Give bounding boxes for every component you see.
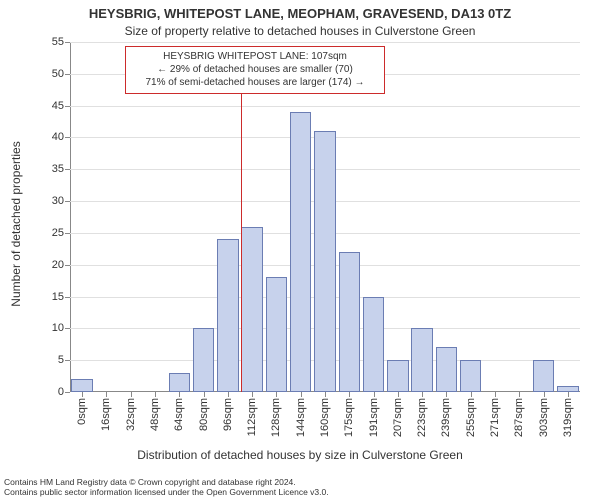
ytick-label: 25 [34,227,64,239]
x-axis-label: Distribution of detached houses by size … [0,448,600,462]
xtick-label: 223sqm [416,398,428,448]
ytick-mark [65,297,70,298]
footer-line1: Contains HM Land Registry data © Crown c… [4,477,329,488]
xtick-label: 255sqm [465,398,477,448]
xtick-label: 0sqm [76,398,88,448]
xtick-label: 48sqm [149,398,161,448]
xtick-mark [276,392,277,397]
histogram-bar [241,227,262,392]
ytick-mark [65,360,70,361]
xtick-mark [544,392,545,397]
xtick-label: 191sqm [368,398,380,448]
ytick-label: 0 [34,386,64,398]
gridline [70,42,580,43]
xtick-mark [82,392,83,397]
ytick-label: 30 [34,195,64,207]
xtick-mark [519,392,520,397]
histogram-bar [193,328,214,392]
ytick-label: 40 [34,131,64,143]
xtick-label: 239sqm [440,398,452,448]
xtick-label: 112sqm [246,398,258,448]
footer-line2: Contains public sector information licen… [4,487,329,498]
xtick-label: 175sqm [343,398,355,448]
annotation-line2: ← 29% of detached houses are smaller (70… [134,63,376,76]
xtick-mark [301,392,302,397]
ytick-label: 15 [34,291,64,303]
histogram-bar [290,112,311,392]
ytick-mark [65,106,70,107]
histogram-bar [71,379,92,392]
xtick-mark [349,392,350,397]
xtick-mark [422,392,423,397]
ytick-mark [65,169,70,170]
annotation-line1: HEYSBRIG WHITEPOST LANE: 107sqm [134,50,376,63]
histogram-bar [436,347,457,392]
xtick-mark [568,392,569,397]
xtick-label: 319sqm [562,398,574,448]
histogram-bar [460,360,481,392]
ytick-mark [65,42,70,43]
marker-line [241,84,242,392]
ytick-label: 20 [34,259,64,271]
chart-title-line2: Size of property relative to detached ho… [0,24,600,38]
xtick-label: 207sqm [392,398,404,448]
ytick-label: 10 [34,322,64,334]
xtick-mark [374,392,375,397]
annotation-line3: 71% of semi-detached houses are larger (… [134,76,376,89]
xtick-mark [446,392,447,397]
xtick-mark [106,392,107,397]
ytick-mark [65,201,70,202]
ytick-label: 5 [34,354,64,366]
xtick-label: 128sqm [270,398,282,448]
histogram-bar [339,252,360,392]
xtick-label: 144sqm [295,398,307,448]
xtick-label: 64sqm [173,398,185,448]
xtick-mark [252,392,253,397]
histogram-bar [266,277,287,392]
xtick-label: 303sqm [538,398,550,448]
xtick-label: 287sqm [513,398,525,448]
annotation-box: HEYSBRIG WHITEPOST LANE: 107sqm← 29% of … [125,46,385,94]
histogram-bar [363,297,384,392]
histogram-bar [411,328,432,392]
xtick-label: 271sqm [489,398,501,448]
histogram-bar [314,131,335,392]
xtick-label: 96sqm [222,398,234,448]
ytick-mark [65,328,70,329]
xtick-mark [179,392,180,397]
ytick-mark [65,265,70,266]
ytick-label: 55 [34,36,64,48]
ytick-label: 50 [34,68,64,80]
histogram-plot: HEYSBRIG WHITEPOST LANE: 107sqm← 29% of … [70,42,580,392]
xtick-label: 16sqm [100,398,112,448]
y-axis-line [70,42,71,392]
histogram-bar [217,239,238,392]
ytick-mark [65,74,70,75]
chart-title-line1: HEYSBRIG, WHITEPOST LANE, MEOPHAM, GRAVE… [0,6,600,21]
histogram-bar [387,360,408,392]
footer-attribution: Contains HM Land Registry data © Crown c… [4,477,329,498]
xtick-mark [228,392,229,397]
xtick-label: 160sqm [319,398,331,448]
xtick-label: 80sqm [198,398,210,448]
xtick-mark [495,392,496,397]
histogram-bar [533,360,554,392]
xtick-mark [204,392,205,397]
histogram-bar [169,373,190,392]
xtick-mark [155,392,156,397]
ytick-label: 45 [34,100,64,112]
xtick-mark [398,392,399,397]
ytick-mark [65,392,70,393]
xtick-mark [471,392,472,397]
ytick-label: 35 [34,163,64,175]
ytick-mark [65,137,70,138]
gridline [70,106,580,107]
xtick-mark [131,392,132,397]
xtick-mark [325,392,326,397]
ytick-mark [65,233,70,234]
xtick-label: 32sqm [125,398,137,448]
